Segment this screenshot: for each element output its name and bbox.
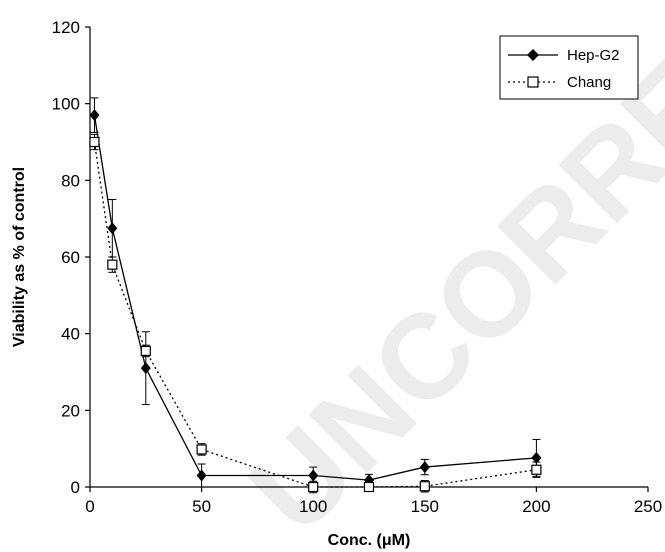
data-point-hep-g2 (419, 461, 430, 474)
legend-marker-hep-g2 (527, 49, 539, 61)
y-tick-label: 120 (52, 18, 80, 37)
y-tick-label: 80 (61, 171, 80, 190)
legend: Hep-G2 Chang (499, 35, 639, 100)
y-tick-label: 0 (71, 478, 80, 497)
legend-marker-chang (527, 76, 539, 88)
x-axis-title: Conc. (μM) (328, 532, 411, 549)
x-tick-label: 150 (411, 497, 439, 516)
data-point-chang (308, 481, 319, 493)
data-point-chang (363, 481, 375, 493)
data-point-chang (107, 259, 118, 270)
data-point-hep-g2 (531, 451, 542, 464)
x-tick-label: 100 (299, 497, 327, 516)
data-point-chang (89, 136, 100, 148)
y-tick-label: 100 (52, 95, 80, 114)
data-point-chang (419, 481, 430, 492)
data-point-chang (196, 444, 207, 455)
data-point-hep-g2 (89, 109, 100, 122)
x-tick-label: 50 (192, 497, 211, 516)
series-layer (89, 97, 542, 494)
data-point-hep-g2 (196, 469, 207, 482)
series-line-hep-g2 (93, 115, 537, 481)
x-tick-label: 250 (634, 497, 662, 516)
data-point-hep-g2 (140, 362, 151, 375)
y-tick-label: 60 (61, 248, 80, 267)
data-point-chang (531, 464, 542, 475)
legend-box (499, 35, 639, 100)
data-point-hep-g2 (308, 469, 319, 482)
legend-label-hep-g2: Hep-G2 (567, 47, 620, 64)
x-tick-label: 200 (522, 497, 550, 516)
x-tick-label: 0 (85, 497, 94, 516)
legend-label-chang: Chang (567, 74, 611, 91)
x-axis-ticks: 0 50 100 150 200 250 (85, 487, 662, 516)
y-tick-label: 20 (61, 401, 80, 420)
data-point-hep-g2 (107, 222, 118, 235)
y-tick-label: 40 (61, 325, 80, 344)
series-chang (89, 133, 542, 494)
y-axis-ticks: 0 20 40 60 80 100 120 (52, 18, 90, 497)
y-axis-title: Viability as % of control (11, 167, 28, 347)
data-point-chang (140, 345, 151, 357)
